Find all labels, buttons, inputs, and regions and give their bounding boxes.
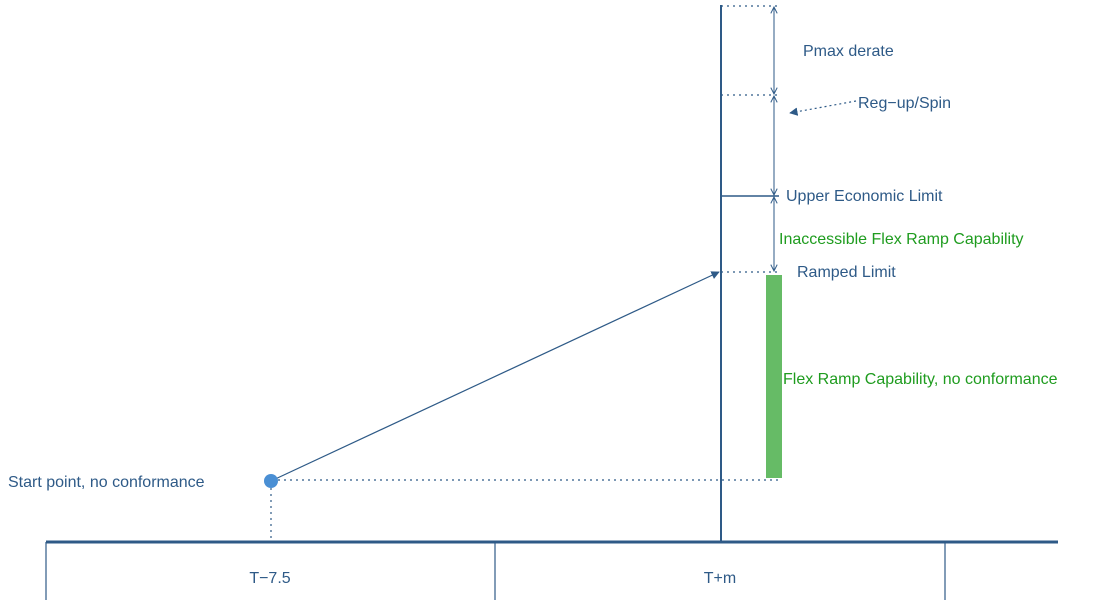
ramped-limit-label: Ramped Limit (797, 264, 896, 281)
reg-up-pointer (789, 100, 857, 116)
ramp-line (270, 271, 720, 482)
inaccessible-flex-label: Inaccessible Flex Ramp Capability (779, 231, 1024, 248)
pmax-derate-label: Pmax derate (803, 43, 894, 60)
reg-up-spin-label: Reg−up/Spin (858, 95, 951, 112)
flex-capability-label: Flex Ramp Capability, no conformance (783, 371, 1058, 388)
start-point-marker (264, 474, 278, 488)
timeline-label-t-minus: T−7.5 (249, 570, 290, 587)
timeline-label-t-plus: T+m (704, 570, 736, 587)
upper-economic-limit-label: Upper Economic Limit (786, 188, 943, 205)
flex-capability-bar (766, 275, 782, 478)
start-point-label: Start point, no conformance (8, 474, 205, 491)
